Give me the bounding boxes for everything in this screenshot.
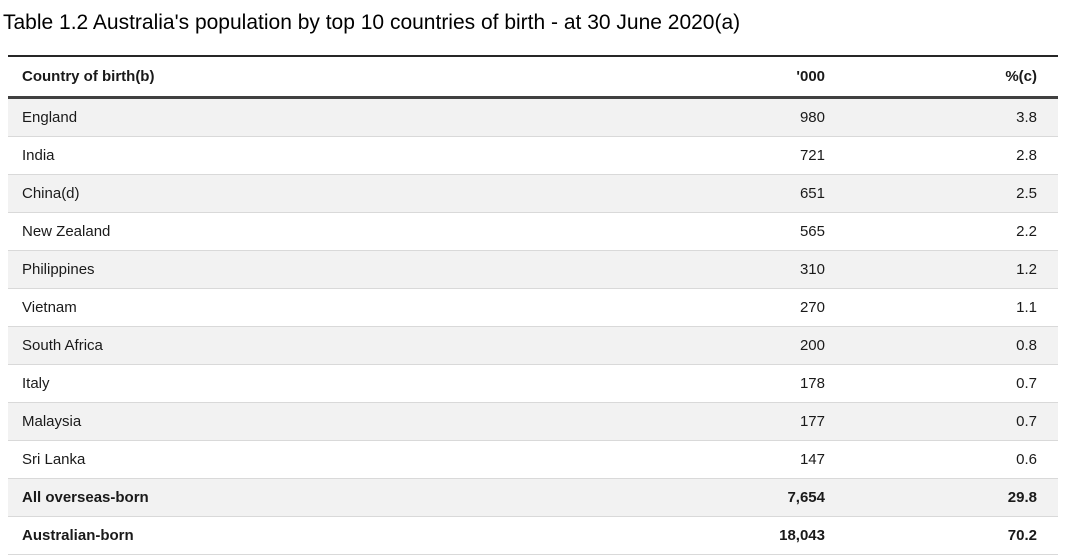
country-cell: England xyxy=(8,97,555,137)
percent-cell: 0.7 xyxy=(825,364,1058,403)
country-cell: India xyxy=(8,136,555,175)
country-cell: Vietnam xyxy=(8,288,555,327)
population-table: Country of birth(b) '000 %(c) England 980… xyxy=(8,55,1058,555)
thousands-cell: 147 xyxy=(555,440,825,479)
percent-cell: 0.6 xyxy=(825,440,1058,479)
col-header-country: Country of birth(b) xyxy=(8,56,555,99)
table-row: China(d) 651 2.5 xyxy=(8,174,1058,213)
table-row: India 721 2.8 xyxy=(8,136,1058,175)
table-row: New Zealand 565 2.2 xyxy=(8,212,1058,251)
thousands-cell: 651 xyxy=(555,174,825,213)
header-row: Country of birth(b) '000 %(c) xyxy=(8,56,1058,99)
thousands-cell: 178 xyxy=(555,364,825,403)
country-cell: Sri Lanka xyxy=(8,440,555,479)
percent-cell: 2.5 xyxy=(825,174,1058,213)
thousands-cell: 980 xyxy=(555,97,825,137)
table-body: England 980 3.8 India 721 2.8 China(d) 651 2.5 Ne… xyxy=(8,97,1058,555)
table-row: Philippines 310 1.2 xyxy=(8,250,1058,289)
table-row: South Africa 200 0.8 xyxy=(8,326,1058,365)
country-cell: All overseas-born xyxy=(8,478,555,517)
thousands-cell: 18,043 xyxy=(555,516,825,555)
col-header-thousands: '000 xyxy=(555,56,825,99)
percent-cell: 2.2 xyxy=(825,212,1058,251)
summary-row: Australian-born 18,043 70.2 xyxy=(8,516,1058,555)
percent-cell: 2.8 xyxy=(825,136,1058,175)
table-row: Malaysia 177 0.7 xyxy=(8,402,1058,441)
table-row: Italy 178 0.7 xyxy=(8,364,1058,403)
thousands-cell: 200 xyxy=(555,326,825,365)
table-title: Table 1.2 Australia's population by top … xyxy=(3,11,741,34)
thousands-cell: 7,654 xyxy=(555,478,825,517)
percent-cell: 29.8 xyxy=(825,478,1058,517)
page: Table 1.2 Australia's population by top … xyxy=(0,10,1066,555)
table-row: Sri Lanka 147 0.6 xyxy=(8,440,1058,479)
thousands-cell: 565 xyxy=(555,212,825,251)
percent-cell: 1.1 xyxy=(825,288,1058,327)
thousands-cell: 270 xyxy=(555,288,825,327)
col-header-percent: %(c) xyxy=(825,56,1058,99)
country-cell: China(d) xyxy=(8,174,555,213)
country-cell: South Africa xyxy=(8,326,555,365)
percent-cell: 3.8 xyxy=(825,97,1058,137)
thousands-cell: 177 xyxy=(555,402,825,441)
summary-row: All overseas-born 7,654 29.8 xyxy=(8,478,1058,517)
country-cell: Philippines xyxy=(8,250,555,289)
percent-cell: 0.7 xyxy=(825,402,1058,441)
percent-cell: 70.2 xyxy=(825,516,1058,555)
thousands-cell: 310 xyxy=(555,250,825,289)
country-cell: New Zealand xyxy=(8,212,555,251)
percent-cell: 1.2 xyxy=(825,250,1058,289)
country-cell: Italy xyxy=(8,364,555,403)
country-cell: Malaysia xyxy=(8,402,555,441)
percent-cell: 0.8 xyxy=(825,326,1058,365)
table-header: Country of birth(b) '000 %(c) xyxy=(8,56,1058,99)
table-row: England 980 3.8 xyxy=(8,97,1058,137)
country-cell: Australian-born xyxy=(8,516,555,555)
thousands-cell: 721 xyxy=(555,136,825,175)
table-row: Vietnam 270 1.1 xyxy=(8,288,1058,327)
